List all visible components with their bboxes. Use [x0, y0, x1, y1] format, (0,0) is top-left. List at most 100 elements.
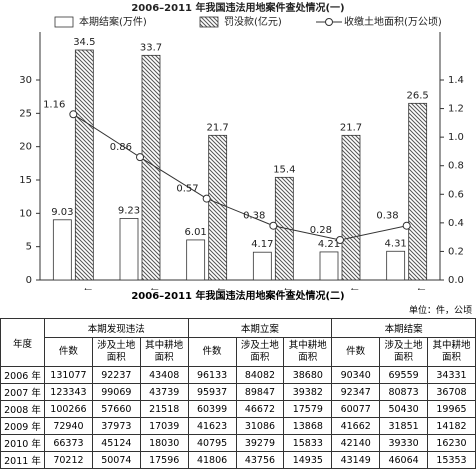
y2-tick-label: 1.0 — [448, 132, 464, 143]
x-tick-label: 2011 年 — [387, 287, 426, 290]
cell: 57660 — [91, 400, 141, 418]
legend-marker — [325, 18, 333, 26]
y2-tick-label: 0.8 — [448, 161, 464, 172]
cell: 84082 — [235, 366, 285, 384]
cell: 39382 — [283, 383, 333, 401]
data-label: 21.7 — [340, 122, 362, 133]
legend-label: 收缴土地面积(万公顷) — [344, 15, 442, 28]
data-label: 9.03 — [51, 207, 73, 218]
table-row: 2008 年 100266 57660 21518 60399 46672 17579 600… — [0, 400, 476, 418]
table-title: 2006–2011 年我国违法用地案件查处情况(二) — [131, 291, 345, 302]
table-row: 2009 年 72940 37973 17039 41623 31086 13868 4166… — [0, 417, 476, 435]
sub-header: 其中耕地面积 — [139, 337, 189, 367]
data-label: 0.57 — [176, 184, 198, 195]
cell: 43756 — [235, 451, 285, 469]
y-tick-label: 10 — [19, 208, 32, 219]
cell: 31086 — [235, 417, 285, 435]
cell: 80873 — [379, 383, 428, 401]
bar — [186, 239, 206, 281]
cell: 46672 — [235, 400, 285, 418]
cell: 40795 — [187, 434, 237, 452]
y2-tick-label: 1.4 — [448, 75, 464, 86]
cell: 31851 — [379, 417, 428, 435]
cell: 72940 — [44, 417, 93, 435]
cell: 21518 — [139, 400, 189, 418]
data-label: 1.16 — [43, 99, 65, 110]
bar — [141, 54, 161, 281]
cell: 34331 — [427, 366, 476, 384]
row-header: 2011 年 — [0, 451, 45, 469]
point — [202, 194, 211, 203]
point — [336, 236, 344, 244]
cell: 15353 — [427, 451, 476, 469]
point — [136, 153, 144, 162]
data-label: 0.86 — [110, 142, 132, 153]
data-label: 0.38 — [243, 211, 265, 222]
cell: 89847 — [235, 383, 285, 401]
x-tick-label: 2009 年 — [254, 287, 293, 290]
legend-swatch — [199, 16, 219, 28]
cell: 16230 — [427, 434, 476, 452]
chart: 2006–2011 年我国违法用地案件查处情况(一) 0 5 10 15 20 25 30 0… — [19, 1, 464, 290]
cell: 45124 — [91, 434, 141, 452]
y-tick-label: 15 — [19, 175, 32, 186]
data-label: 15.4 — [273, 164, 295, 175]
table-row: 2011 年 70212 50074 17596 41806 43756 14935 4314… — [0, 451, 476, 469]
sub-header: 涉及土地面积 — [91, 337, 141, 367]
y-tick-label: 30 — [19, 75, 32, 86]
row-header: 2008 年 — [0, 400, 45, 418]
data-label: 34.5 — [73, 37, 95, 48]
cell: 41662 — [331, 417, 381, 435]
bar — [341, 134, 361, 281]
bar — [119, 218, 139, 281]
cell: 95937 — [187, 383, 237, 401]
data-label: 9.23 — [118, 205, 140, 216]
cell: 123343 — [44, 383, 93, 401]
y-tick-label: 20 — [19, 142, 32, 153]
bar — [274, 176, 294, 281]
data-label: 4.31 — [385, 238, 407, 249]
chart-title: 2006–2011 年我国违法用地案件查处情况(一) — [131, 1, 344, 14]
cell: 131077 — [44, 366, 93, 384]
cell: 90340 — [331, 366, 381, 384]
x-tick-label: 2006 年 — [54, 287, 93, 290]
data-label: 21.7 — [207, 122, 229, 133]
sub-header: 其中耕地面积 — [283, 337, 333, 367]
cell: 99069 — [91, 383, 141, 401]
cell: 19965 — [427, 400, 476, 418]
cell: 70212 — [44, 451, 93, 469]
table-row: 2010 年 66373 45124 18030 40795 39279 15833 4214… — [0, 434, 476, 452]
legend-label: 本期结案(万件) — [79, 15, 147, 28]
cell: 41623 — [187, 417, 237, 435]
cell: 17579 — [283, 400, 333, 418]
y-tick-label: 0 — [26, 275, 32, 286]
cell: 39279 — [235, 434, 285, 452]
line — [73, 113, 407, 241]
data-label: 0.28 — [310, 225, 332, 236]
cell: 18030 — [139, 434, 189, 452]
row-header: 2010 年 — [0, 434, 45, 452]
data-label: 4.21 — [318, 239, 340, 250]
cell: 66373 — [44, 434, 93, 452]
bar — [408, 102, 428, 281]
data-label: 26.5 — [407, 90, 429, 101]
bar — [319, 251, 339, 281]
y-tick-label: 5 — [26, 242, 32, 253]
cell: 60399 — [187, 400, 237, 418]
cell: 42140 — [331, 434, 381, 452]
cell: 50430 — [379, 400, 428, 418]
table-row: 2007 年 123343 99069 43739 95937 89847 39382 923… — [0, 383, 476, 401]
row-header: 2007 年 — [0, 383, 45, 401]
x-tick-label: 2008 年 — [187, 287, 226, 290]
corner-header: 年度 — [0, 318, 45, 367]
bar — [74, 49, 94, 281]
cell: 60077 — [331, 400, 381, 418]
cell: 38680 — [283, 366, 333, 384]
sub-header: 涉及土地面积 — [379, 337, 428, 367]
group-header: 本期立案 — [187, 318, 333, 338]
data-label: 4.17 — [251, 239, 273, 250]
bar — [208, 134, 228, 281]
x-tick-label: 2010 年 — [321, 287, 360, 290]
legend-swatch — [54, 16, 74, 28]
